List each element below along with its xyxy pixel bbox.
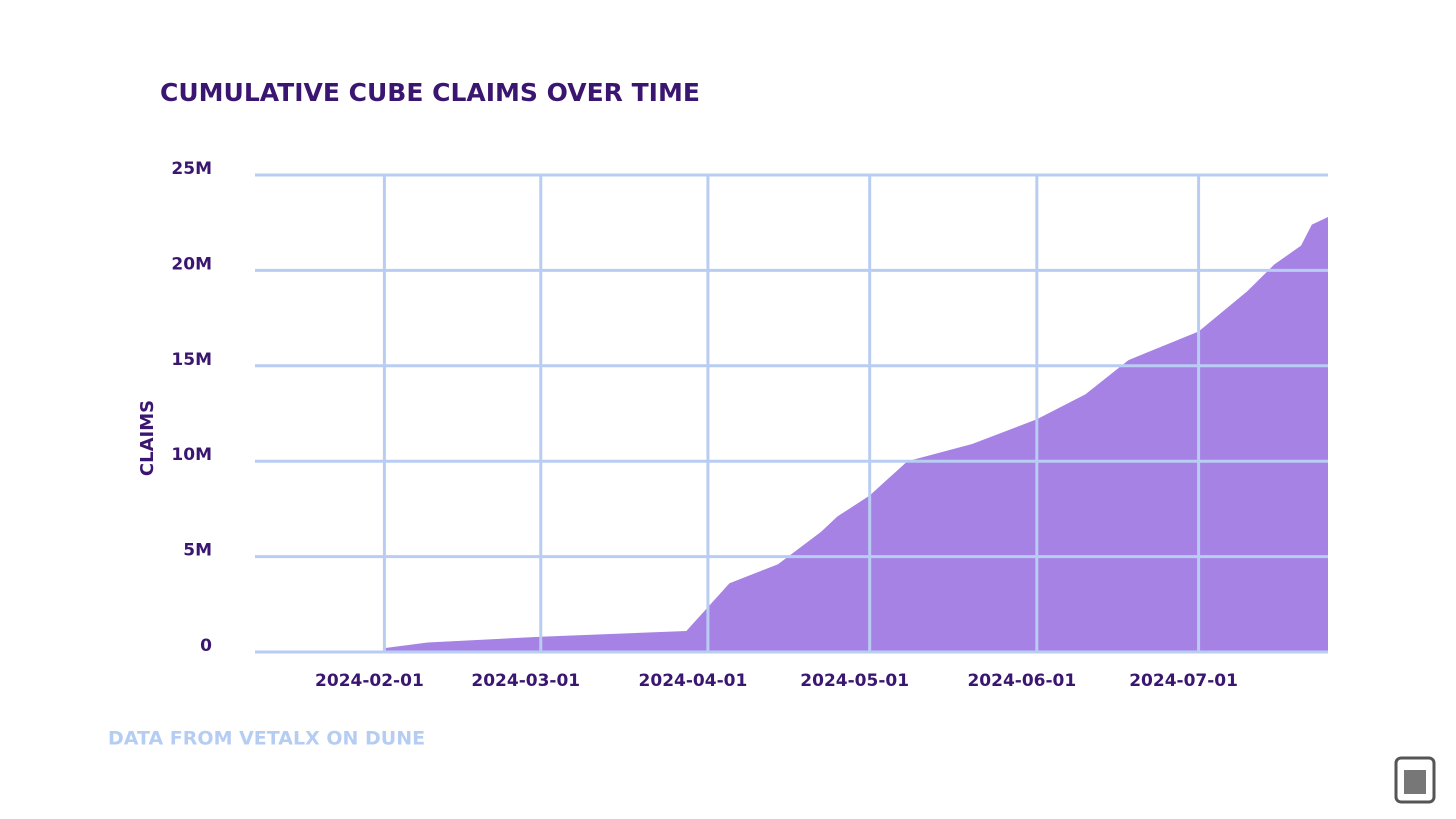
y-tick-label: 20M (171, 254, 212, 274)
area (384, 216, 1328, 652)
logo-frame (1394, 756, 1436, 804)
y-tick-label: 25M (171, 159, 212, 179)
source-note: DATA FROM VETALX ON DUNE (108, 728, 425, 750)
chart-title: CUMULATIVE CUBE CLAIMS OVER TIME (160, 78, 700, 107)
y-tick-label: 10M (171, 445, 212, 465)
y-tick-label: 5M (183, 541, 212, 561)
x-tick-label: 2024-07-01 (1129, 671, 1238, 691)
y-tick-label: 15M (171, 350, 212, 370)
x-tick-label: 2024-06-01 (967, 671, 1076, 691)
x-tick-label: 2024-03-01 (471, 671, 580, 691)
logo-mark (1404, 770, 1426, 794)
x-tick-label: 2024-04-01 (639, 671, 748, 691)
logo (1394, 756, 1436, 804)
x-tick-label: 2024-05-01 (800, 671, 909, 691)
y-tick-label: 0 (200, 636, 212, 656)
y-axis-label: CLAIMS (137, 400, 158, 476)
x-tick-label: 2024-02-01 (315, 671, 424, 691)
